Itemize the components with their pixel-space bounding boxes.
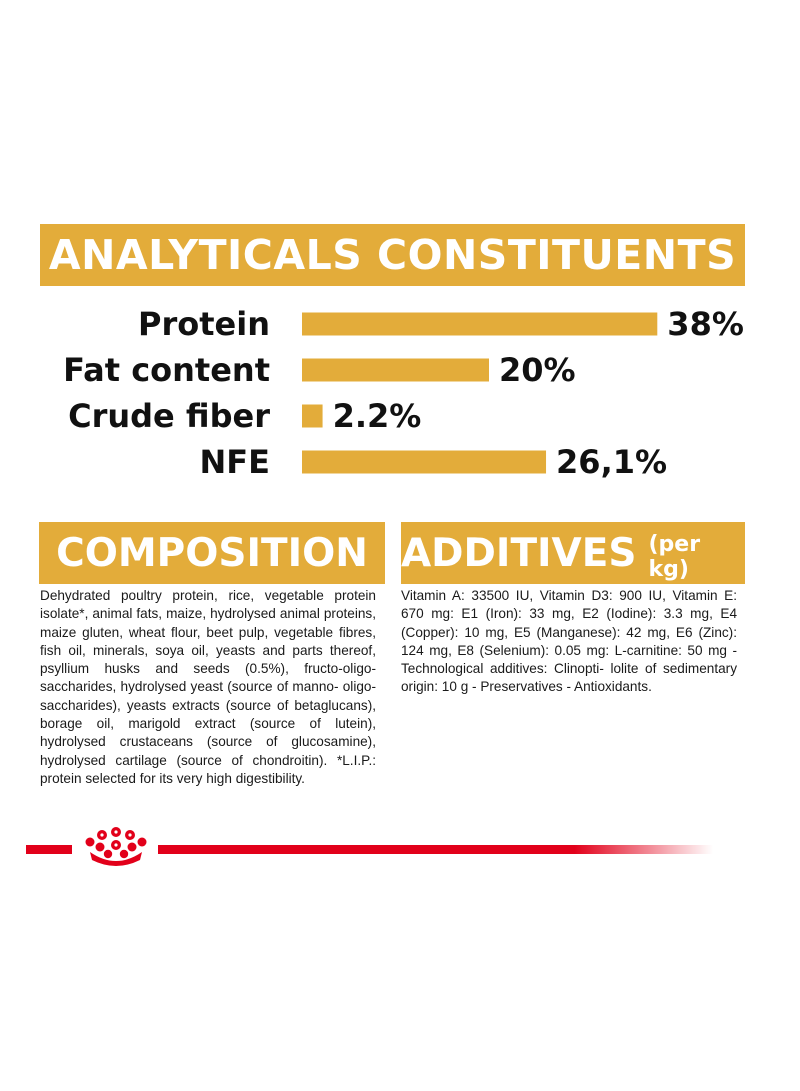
footer-red-line-left — [26, 845, 72, 854]
composition-title-banner: COMPOSITION — [39, 522, 385, 584]
value-label: 38% — [667, 305, 744, 343]
category-label: NFE — [200, 443, 271, 481]
additives-title: ADDITIVES — [401, 530, 637, 576]
additives-text: Vitamin A: 33500 IU, Vitamin D3: 900 IU,… — [401, 588, 737, 695]
bar — [302, 404, 323, 428]
value-label: 20% — [499, 351, 576, 389]
category-label: Fat content — [63, 351, 270, 389]
analytics-title: ANALYTICALS CONSTITUENTS — [48, 231, 737, 279]
composition-title: COMPOSITION — [56, 530, 368, 576]
additives-title-banner: ADDITIVES (per kg) — [401, 522, 745, 584]
additives-unit: (per kg) — [648, 532, 701, 582]
category-label: Protein — [138, 305, 270, 343]
bar — [302, 450, 547, 474]
crown-icon — [85, 827, 147, 866]
category-label: Crude fiber — [68, 397, 270, 435]
bar — [302, 358, 489, 382]
value-label: 2.2% — [333, 397, 422, 435]
analytics-bar-chart: Protein 38% Fat content 20% Crude fiber 2.2% N… — [63, 305, 744, 481]
value-label: 26,1% — [556, 443, 667, 481]
composition-text: Dehydrated poultry protein, rice, vegeta… — [40, 588, 376, 786]
analytics-title-banner: ANALYTICALS CONSTITUENTS — [40, 224, 745, 286]
bar — [302, 312, 658, 336]
footer-red-line-right — [158, 845, 713, 854]
